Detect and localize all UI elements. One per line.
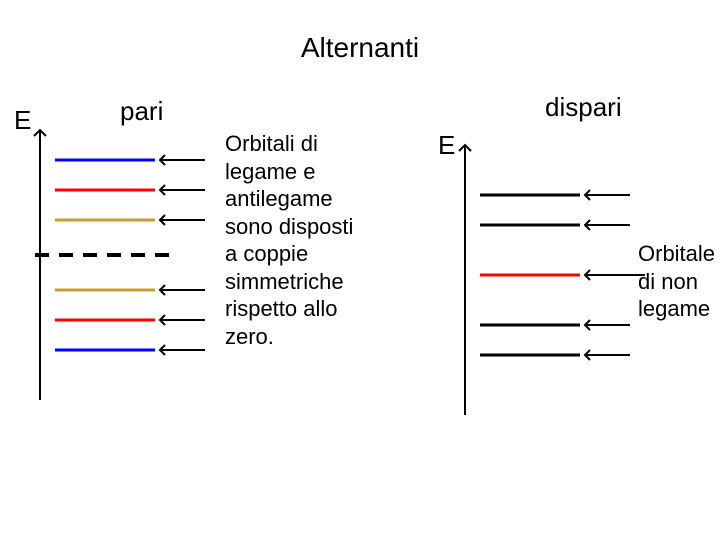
diagram-svg-layer: [0, 0, 720, 540]
